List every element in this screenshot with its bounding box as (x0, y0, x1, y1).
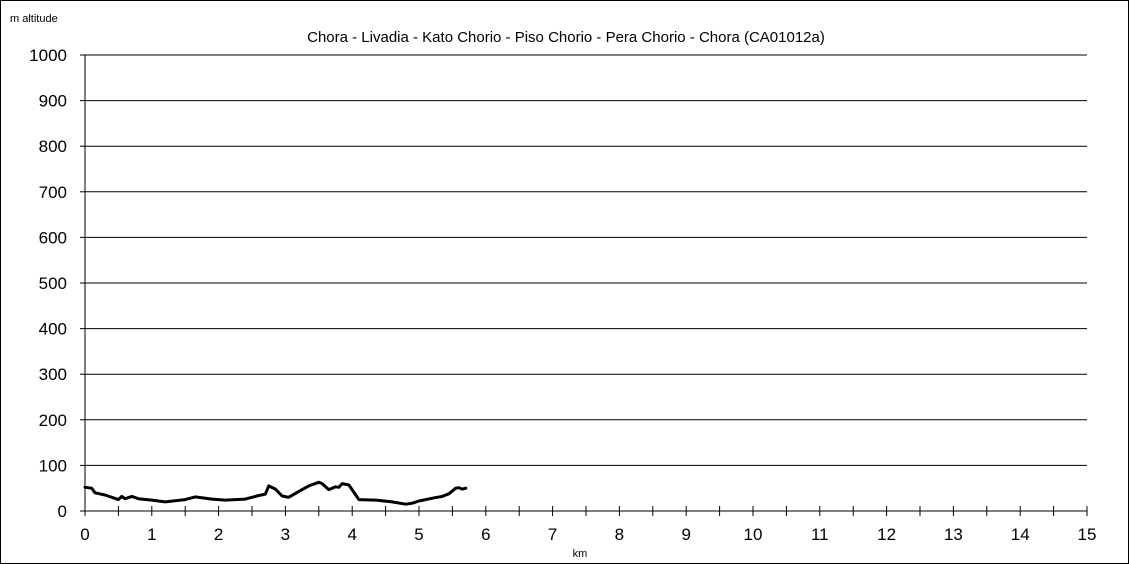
y-tick-label-3: 300 (39, 365, 67, 384)
y-tick-label-7: 700 (39, 183, 67, 202)
y-tick-label-0: 0 (58, 502, 67, 521)
y-tick-label-6: 600 (39, 228, 67, 247)
x-tick-label-14: 14 (1011, 525, 1030, 544)
y-tick-label-9: 900 (39, 92, 67, 111)
y-tick-label-10: 1000 (29, 46, 67, 65)
altitude-profile-line-0 (83, 480, 468, 506)
y-axis-title: m altitude (10, 13, 58, 25)
x-tick-label-5: 5 (414, 525, 423, 544)
x-tick-label-13: 13 (944, 525, 963, 544)
x-tick-label-10: 10 (744, 525, 763, 544)
y-tick-label-1: 100 (39, 456, 67, 475)
x-tick-label-11: 11 (811, 525, 829, 544)
x-tick-label-12: 12 (877, 525, 896, 544)
y-tick-label-2: 200 (39, 411, 67, 430)
series-layer (83, 480, 468, 506)
x-tick-label-0: 0 (80, 525, 89, 544)
x-axis-title: km (573, 548, 588, 560)
x-tick-label-1: 1 (147, 525, 156, 544)
x-tick-label-6: 6 (481, 525, 490, 544)
x-tick-label-3: 3 (281, 525, 290, 544)
x-tick-label-8: 8 (615, 525, 624, 544)
x-tick-label-4: 4 (347, 525, 356, 544)
x-tick-label-7: 7 (548, 525, 557, 544)
y-tick-label-8: 800 (39, 137, 67, 156)
x-tick-label-2: 2 (214, 525, 223, 544)
grid-lines (85, 54, 1087, 466)
axes (80, 54, 1088, 516)
chart-title: Chora - Livadia - Kato Chorio - Piso Cho… (307, 29, 825, 46)
y-tick-label-5: 500 (39, 274, 67, 293)
y-tick-label-4: 400 (39, 320, 67, 339)
x-tick-label-15: 15 (1078, 525, 1097, 544)
x-tick-label-9: 9 (681, 525, 690, 544)
